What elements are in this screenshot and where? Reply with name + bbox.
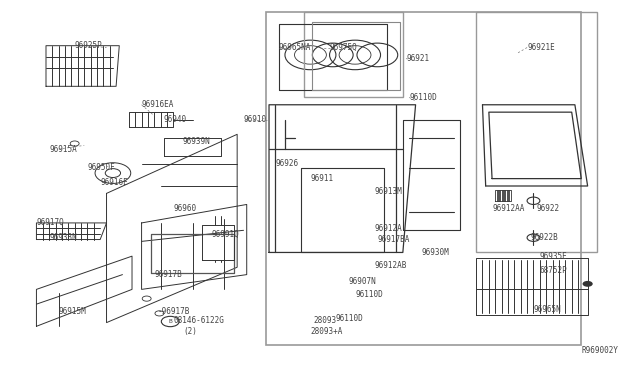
Text: 96921E: 96921E xyxy=(527,43,555,52)
Text: 96965N: 96965N xyxy=(534,305,561,314)
Text: 96930M: 96930M xyxy=(422,248,450,257)
Text: 96960: 96960 xyxy=(173,203,196,213)
Text: 96926: 96926 xyxy=(275,159,298,169)
Text: 96916E: 96916E xyxy=(100,178,128,187)
Text: 96910: 96910 xyxy=(244,115,267,124)
Text: -96917B: -96917B xyxy=(157,307,190,316)
Bar xyxy=(304,13,403,97)
Bar xyxy=(476,13,597,253)
Text: 28093+A: 28093+A xyxy=(310,327,343,336)
Text: 08146-6122G: 08146-6122G xyxy=(173,316,224,325)
Text: 96925P: 96925P xyxy=(75,41,102,50)
Text: 96916EA: 96916EA xyxy=(141,100,174,109)
Text: 96912AA: 96912AA xyxy=(492,203,524,213)
Text: 96917Q: 96917Q xyxy=(36,218,64,227)
Text: 96950F: 96950F xyxy=(88,163,115,172)
Text: R969002Y: R969002Y xyxy=(581,346,618,355)
Text: 96965NA: 96965NA xyxy=(278,43,311,52)
Text: 96933N: 96933N xyxy=(49,233,77,242)
Text: 96935E: 96935E xyxy=(540,251,568,261)
Text: 96922B: 96922B xyxy=(531,233,558,242)
Text: 96912AB: 96912AB xyxy=(374,261,406,270)
Text: 96913M: 96913M xyxy=(374,187,402,196)
Text: 96915M: 96915M xyxy=(59,307,86,316)
Bar xyxy=(266,13,581,345)
Text: 28093: 28093 xyxy=(314,316,337,325)
Circle shape xyxy=(582,281,593,287)
Text: 96939N: 96939N xyxy=(183,137,211,146)
Text: 96110D: 96110D xyxy=(409,93,437,102)
Text: 96991Q: 96991Q xyxy=(212,230,239,238)
Text: 96917B: 96917B xyxy=(154,270,182,279)
Text: 96917BA: 96917BA xyxy=(378,235,410,244)
Text: 96110D: 96110D xyxy=(355,291,383,299)
Text: (2): (2) xyxy=(183,327,197,336)
Text: 96922: 96922 xyxy=(537,203,560,213)
Text: 96907N: 96907N xyxy=(349,278,376,286)
Text: 96975Q: 96975Q xyxy=(330,43,357,52)
Text: 96110D: 96110D xyxy=(336,314,364,323)
Text: 96912A: 96912A xyxy=(374,224,402,233)
Text: 96915A: 96915A xyxy=(49,145,77,154)
Text: 68752P: 68752P xyxy=(540,266,568,275)
Text: 96911: 96911 xyxy=(310,174,333,183)
Text: 96940: 96940 xyxy=(164,115,187,124)
Text: 96921: 96921 xyxy=(406,54,429,63)
Text: B: B xyxy=(168,319,172,324)
